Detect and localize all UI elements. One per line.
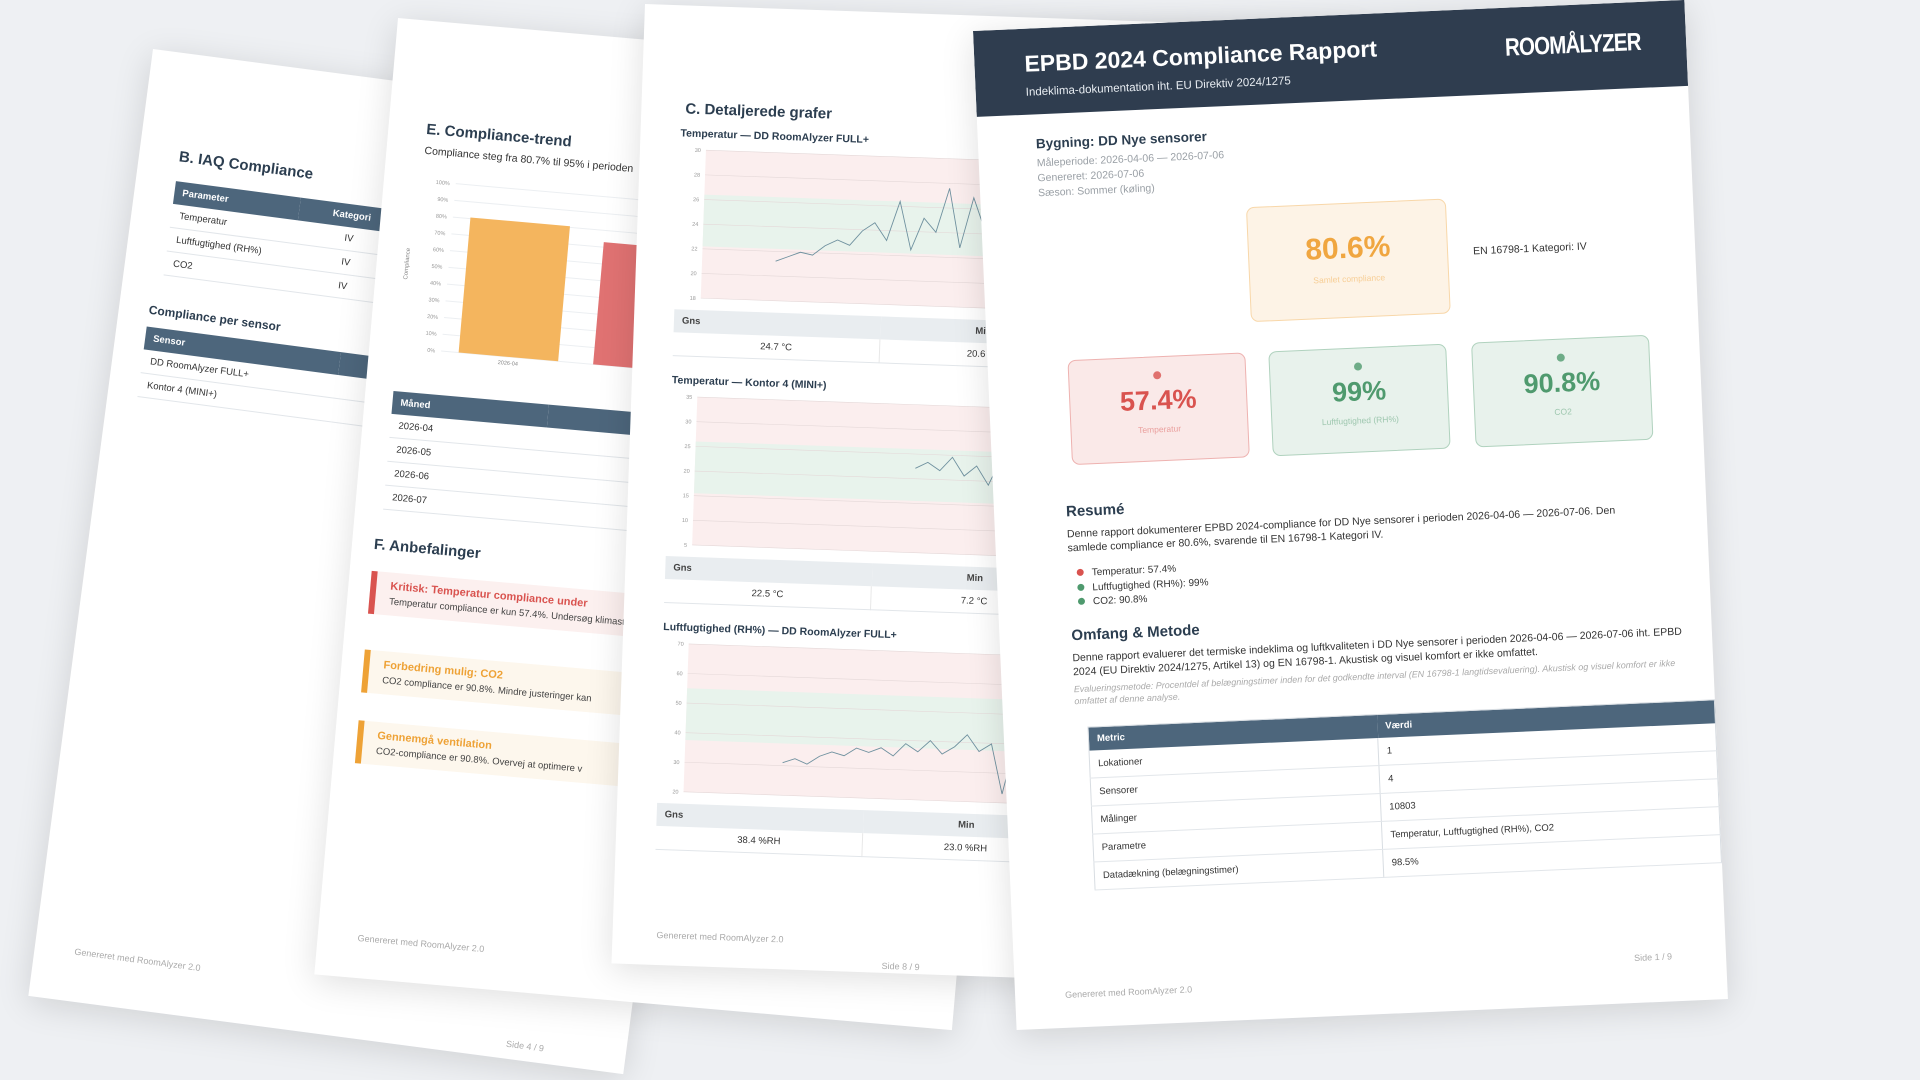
y-tick-label: 70 [677,642,683,648]
page-number: Side 4 / 9 [505,1038,545,1054]
bullet-dot [1076,568,1084,576]
logo: ROOMÅLYZER [1503,27,1641,62]
bullet-dot [1077,583,1085,591]
table-wrap: Metric Værdi Lokationer 1 Sensorer 4 Målinger 1… [1087,699,1723,891]
y-tick-label: 28 [694,172,700,178]
footer: Genereret med RoomAlyzer 2.0 [73,946,202,974]
page-cover: EPBD 2024 Compliance Rapport Indeklima-d… [973,0,1728,1031]
kpi-icon [1153,371,1162,380]
kpi-value: 90.8% [1523,365,1601,400]
y-tick-label: 5 [684,543,687,549]
page-number: Side 1 / 9 [1633,951,1673,964]
y-tick-label: 80% [436,214,448,221]
kpi-value: 57.4% [1119,383,1198,417]
heading: B. IAQ Compliance [178,148,315,183]
bullet-dot [1077,597,1086,605]
subtitle: Compliance steg fra 80.7% til 95% i peri… [424,144,634,176]
kpi-card: 57.4% Temperatur [1067,352,1250,466]
y-tick-label: 60% [433,247,445,254]
y-tick-label: 30% [428,297,440,304]
x-tick-label: 2026-04 [497,360,518,368]
kpi-label: Temperatur [1137,423,1182,436]
y-tick-label: 22 [691,246,697,252]
y-tick-label: 18 [690,296,696,302]
y-tick-label: 15 [683,493,689,499]
kpi-value: 80.6% [1304,230,1392,267]
bullet-text: Temperatur: 57.4% [1091,563,1177,579]
paragraph: Denne rapport dokumenterer EPBD 2024-com… [1066,504,1616,555]
bullet-text: CO2: 90.8% [1092,593,1148,608]
y-tick-label: 30 [673,760,679,766]
y-tick-label: 10 [682,518,688,524]
kpi-value: 99% [1331,375,1387,408]
y-tick-label: 24 [692,222,698,228]
kpi-icon [1556,353,1565,362]
kpi-label: CO2 [1554,406,1573,417]
meta: Måleperiode: 2026-04-06 — 2026-07-06 Gene… [1037,148,1226,201]
y-tick-label: 40% [430,281,442,288]
y-tick-label: 60 [676,671,682,677]
y-tick-label: 90% [437,197,449,204]
page-number: Side 8 / 9 [881,960,920,973]
y-tick-label: 100% [435,180,450,187]
y-tick-label: 50 [675,701,681,707]
heading: F. Anbefalinger [373,535,482,563]
footer: Genereret med RoomAlyzer 2.0 [357,933,485,955]
category: EN 16798-1 Kategori: IV [1472,240,1588,258]
kpi-label: Luftfugtighed (RH%) [1321,413,1400,428]
y-tick-label: 30 [695,148,701,154]
y-tick-label: 20 [690,271,696,277]
bullets: Temperatur: 57.4% Luftfugtighed (RH%): 99… [1076,561,1209,610]
y-tick-label: 10% [425,331,437,338]
table: Metric Værdi Lokationer 1 Sensorer 4 Målinger 1… [1087,699,1723,891]
y-tick-label: 40 [674,730,680,736]
heading: C. Detaljerede grafer [685,100,833,123]
kpi-label: Samlet compliance [1313,272,1386,286]
bar [458,217,570,362]
y-axis-label: Compliance [403,247,412,280]
y-tick-label: 20 [683,469,689,475]
kpi-card: 90.8% CO2 [1471,334,1654,448]
y-tick-label: 20 [672,789,678,795]
y-tick-label: 25 [684,444,690,450]
y-tick-label: 20% [427,314,439,321]
footer: Genereret med RoomAlyzer 2.0 [1064,984,1193,1000]
chart-title: Temperatur — Kontor 4 (MINI+) [671,374,827,392]
kpi-card: 80.6% Samlet compliance [1245,198,1451,323]
kpi-icon [1353,362,1363,371]
y-tick-label: 50% [431,264,443,271]
kpi-card: 99% Luftfugtighed (RH%) [1268,343,1451,457]
y-tick-label: 35 [686,395,692,401]
y-tick-label: 26 [693,197,699,203]
heading: Resumé [1065,500,1125,521]
heading: Omfang & Metode [1071,621,1201,645]
y-tick-label: 30 [685,419,691,425]
footer: Genereret med RoomAlyzer 2.0 [656,929,784,945]
y-tick-label: 0% [427,348,436,355]
chart-title: Temperatur — DD RoomAlyzer FULL+ [680,127,870,146]
building: Bygning: DD Nye sensorer [1035,128,1208,152]
y-tick-label: 70% [434,230,446,237]
